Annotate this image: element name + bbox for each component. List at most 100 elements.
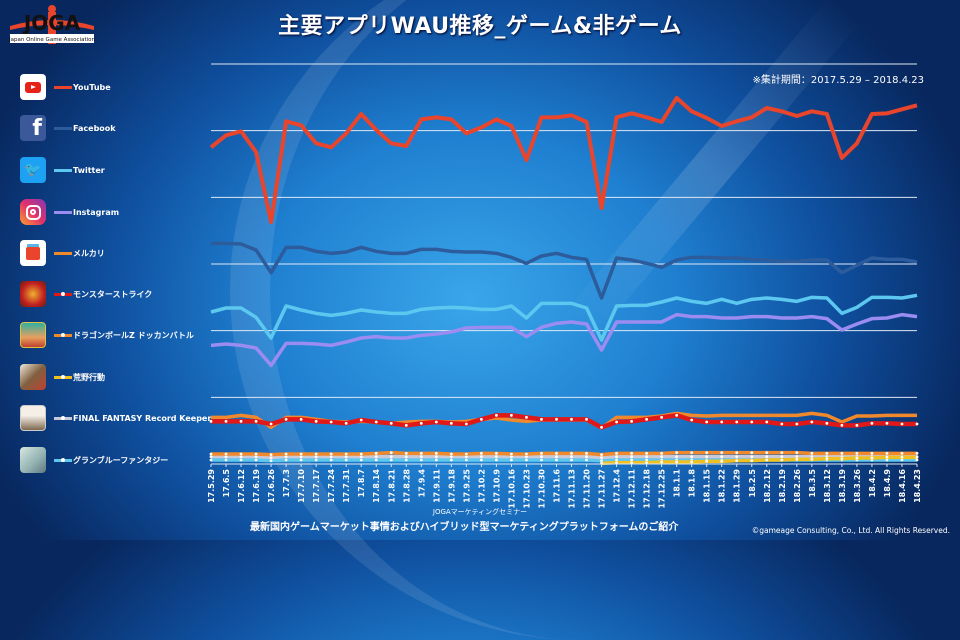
data-point <box>480 455 483 458</box>
series-lines <box>210 98 919 465</box>
data-point <box>645 452 648 455</box>
x-tick-label: 18.3.12 <box>823 469 832 503</box>
data-point <box>570 459 573 462</box>
data-point <box>675 461 678 464</box>
data-point <box>720 451 723 454</box>
data-point <box>585 452 588 455</box>
data-point <box>660 452 663 455</box>
data-point <box>750 459 753 462</box>
data-point <box>675 455 678 458</box>
data-point <box>630 420 633 423</box>
x-tick-label: 17.7.17 <box>312 469 321 503</box>
data-point <box>375 459 378 462</box>
data-point <box>660 455 663 458</box>
data-point <box>315 453 318 456</box>
x-tick-label: 18.2.26 <box>793 469 802 503</box>
data-point <box>901 456 904 459</box>
data-point <box>780 455 783 458</box>
data-point <box>495 452 498 455</box>
data-point <box>660 416 663 419</box>
data-point <box>810 452 813 455</box>
data-point <box>916 423 919 426</box>
data-point <box>871 452 874 455</box>
data-point <box>555 418 558 421</box>
x-tick-label: 17.9.25 <box>462 469 471 503</box>
data-point <box>871 422 874 425</box>
data-point <box>735 451 738 454</box>
data-point <box>255 420 258 423</box>
data-point <box>525 459 528 462</box>
data-point <box>795 423 798 426</box>
data-point <box>270 453 273 456</box>
x-tick-label: 17.6.12 <box>237 469 246 503</box>
data-point <box>916 452 919 455</box>
data-point <box>660 461 663 464</box>
data-point <box>570 452 573 455</box>
x-tick-label: 17.10.2 <box>477 469 486 503</box>
data-point <box>435 421 438 424</box>
data-point <box>810 458 813 461</box>
data-point <box>375 421 378 424</box>
data-point <box>750 455 753 458</box>
data-point <box>225 459 228 462</box>
data-point <box>420 452 423 455</box>
x-tick-label: 17.6.26 <box>267 469 276 503</box>
data-point <box>300 459 303 462</box>
data-point <box>780 451 783 454</box>
data-point <box>210 420 213 423</box>
data-point <box>345 459 348 462</box>
data-point <box>465 423 468 426</box>
x-tick-label: 17.10.9 <box>492 469 501 503</box>
x-tick-label: 18.2.19 <box>778 469 787 503</box>
data-point <box>525 416 528 419</box>
x-tick-label: 17.7.3 <box>282 469 291 497</box>
data-point <box>315 420 318 423</box>
x-tick-label: 17.7.10 <box>297 469 306 503</box>
data-point <box>886 422 889 425</box>
data-point <box>780 459 783 462</box>
data-point <box>555 455 558 458</box>
data-point <box>825 452 828 455</box>
x-tick-label: 17.12.18 <box>643 469 652 509</box>
data-point <box>495 414 498 417</box>
data-point <box>735 455 738 458</box>
data-point <box>705 421 708 424</box>
x-tick-label: 17.12.25 <box>658 469 667 509</box>
data-point <box>450 459 453 462</box>
data-point <box>510 414 513 417</box>
x-tick-label: 18.2.12 <box>763 469 772 503</box>
data-point <box>405 455 408 458</box>
data-point <box>570 455 573 458</box>
series-facebook <box>211 243 917 298</box>
data-point <box>300 453 303 456</box>
data-point <box>360 459 363 462</box>
data-point <box>720 455 723 458</box>
data-point <box>420 455 423 458</box>
series-line <box>211 315 917 366</box>
x-tick-label: 17.11.20 <box>583 469 592 509</box>
data-point <box>735 459 738 462</box>
data-point <box>780 423 783 426</box>
data-point <box>765 421 768 424</box>
data-point <box>435 455 438 458</box>
x-tick-label: 17.8.21 <box>387 469 396 503</box>
data-point <box>886 456 889 459</box>
data-point <box>555 452 558 455</box>
data-point <box>360 419 363 422</box>
data-point <box>315 459 318 462</box>
x-tick-label: 18.4.23 <box>913 469 922 503</box>
data-point <box>225 453 228 456</box>
data-point <box>225 420 228 423</box>
data-point <box>375 455 378 458</box>
data-point <box>871 457 874 460</box>
data-point <box>645 455 648 458</box>
x-tick-label: 17.10.16 <box>507 469 516 509</box>
data-point <box>735 421 738 424</box>
data-point <box>240 459 243 462</box>
data-point <box>615 452 618 455</box>
x-tick-label: 17.11.6 <box>552 469 561 503</box>
data-point <box>750 421 753 424</box>
data-point <box>630 455 633 458</box>
data-point <box>480 459 483 462</box>
